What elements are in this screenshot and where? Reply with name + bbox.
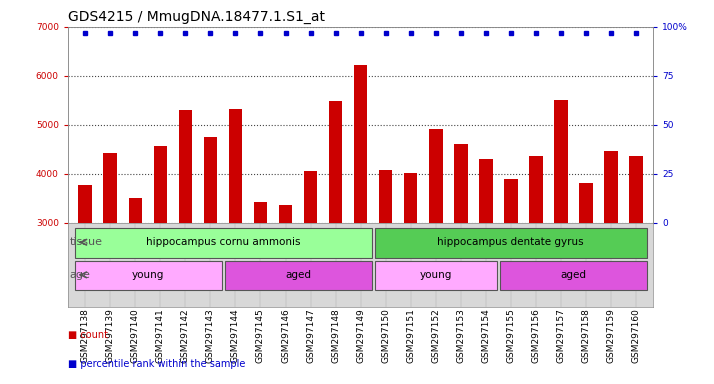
Bar <box>375 261 497 290</box>
Bar <box>203 137 217 223</box>
Text: aged: aged <box>285 270 311 280</box>
Bar <box>303 171 318 223</box>
Text: age: age <box>70 270 91 280</box>
Text: hippocampus cornu ammonis: hippocampus cornu ammonis <box>146 237 300 247</box>
Bar <box>328 101 343 223</box>
Bar <box>353 65 368 223</box>
Bar <box>479 159 493 223</box>
Text: hippocampus dentate gyrus: hippocampus dentate gyrus <box>438 237 584 247</box>
Bar <box>178 110 192 223</box>
Text: ■ percentile rank within the sample: ■ percentile rank within the sample <box>68 359 245 369</box>
Bar <box>504 179 518 223</box>
Bar <box>604 151 618 223</box>
Bar <box>154 146 167 223</box>
Bar <box>228 109 242 223</box>
Text: tissue: tissue <box>70 237 103 247</box>
Bar <box>428 129 443 223</box>
Text: young: young <box>419 270 452 280</box>
Bar <box>129 198 142 223</box>
Bar <box>278 205 293 223</box>
Bar <box>79 185 92 223</box>
Bar <box>75 261 222 290</box>
Text: aged: aged <box>560 270 586 280</box>
Bar <box>629 156 643 223</box>
Bar <box>529 156 543 223</box>
Bar <box>403 173 418 223</box>
Bar <box>253 202 267 223</box>
Bar <box>225 261 372 290</box>
Text: ■ count: ■ count <box>68 330 108 340</box>
Bar <box>104 153 117 223</box>
Text: young: young <box>131 270 164 280</box>
Bar <box>75 228 372 258</box>
Bar <box>501 261 648 290</box>
Bar <box>454 144 468 223</box>
Text: GDS4215 / MmugDNA.18477.1.S1_at: GDS4215 / MmugDNA.18477.1.S1_at <box>68 10 325 25</box>
Bar <box>375 228 648 258</box>
Bar <box>579 182 593 223</box>
Bar <box>378 170 393 223</box>
Bar <box>554 100 568 223</box>
